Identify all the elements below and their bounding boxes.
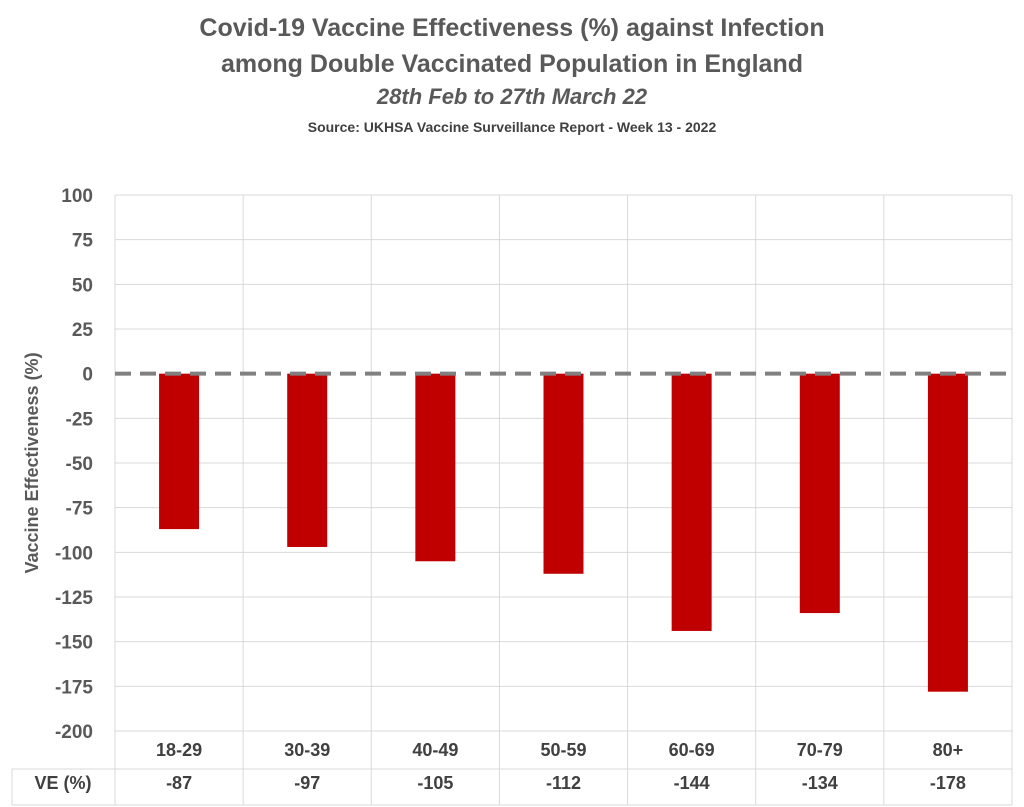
table-value: -134 — [802, 773, 838, 793]
y-tick-label: -150 — [55, 633, 93, 654]
y-tick-label: -75 — [66, 499, 94, 520]
x-category-label: 30-39 — [284, 740, 330, 760]
bar-80plus — [927, 373, 968, 692]
bar-18-29 — [159, 373, 200, 530]
y-axis-label: Vaccine Effectiveness (%) — [22, 352, 42, 573]
x-category-label: 70-79 — [797, 740, 843, 760]
x-category-label: 18-29 — [156, 740, 202, 760]
bar-30-39 — [287, 373, 328, 547]
y-tick-label: -200 — [55, 722, 93, 743]
chart-source: Source: UKHSA Vaccine Surveillance Repor… — [308, 119, 717, 135]
x-category-label: 80+ — [933, 740, 964, 760]
x-category-label: 60-69 — [669, 740, 715, 760]
bar-70-79 — [799, 373, 840, 614]
chart-subtitle: 28th Feb to 27th March 22 — [376, 84, 648, 109]
y-tick-labels: 100 75 50 25 0 -25 -50 -75 -100 -125 -150 -175 -200 — [55, 186, 93, 743]
table-row-label: VE (%) — [34, 773, 91, 793]
chart-title-line2: among Double Vaccinated Population in En… — [221, 50, 803, 78]
chart-title-line1: Covid-19 Vaccine Effectiveness (%) again… — [199, 14, 824, 42]
y-tick-label: -25 — [66, 409, 94, 430]
data-table: 18-29 30-39 40-49 50-59 60-69 70-79 80+ VE (%) -… — [11, 730, 1012, 806]
y-tick-label: -50 — [66, 454, 93, 475]
y-tick-label: -175 — [55, 677, 93, 698]
x-category-label: 50-59 — [540, 740, 586, 760]
table-value: -87 — [166, 773, 192, 793]
table-value: -112 — [546, 773, 581, 793]
y-tick-label: 75 — [72, 231, 94, 252]
bars — [159, 373, 968, 692]
y-tick-label: -125 — [55, 588, 93, 609]
y-tick-label: 25 — [72, 320, 94, 341]
table-value: -178 — [930, 773, 966, 793]
bar-60-69 — [671, 373, 712, 631]
bar-50-59 — [543, 373, 584, 574]
y-tick-label: 100 — [61, 186, 93, 207]
y-tick-label: 50 — [72, 275, 93, 296]
bar-40-49 — [415, 373, 456, 562]
table-value: -144 — [674, 773, 710, 793]
x-category-label: 40-49 — [412, 740, 458, 760]
y-tick-label: -100 — [55, 543, 93, 564]
y-tick-label: 0 — [82, 365, 93, 386]
table-value: -97 — [294, 773, 320, 793]
table-value: -105 — [417, 773, 453, 793]
